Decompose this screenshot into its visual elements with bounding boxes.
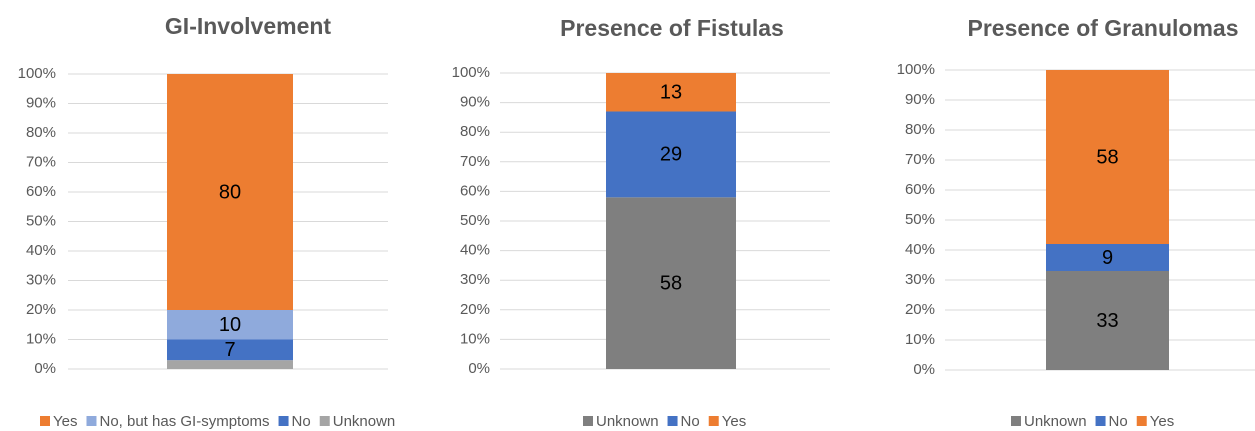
- data-label: 58: [1096, 146, 1118, 168]
- chart-title: Presence of Granulomas: [968, 15, 1239, 41]
- legend-label: No: [681, 413, 700, 430]
- y-tick-label: 40%: [460, 242, 490, 259]
- y-tick-label: 30%: [26, 271, 56, 288]
- y-tick-label: 60%: [905, 181, 935, 198]
- legend-label: Yes: [1150, 413, 1174, 430]
- y-tick-label: 0%: [34, 360, 56, 377]
- legend-swatch: [583, 416, 593, 426]
- bar-segment: [167, 339, 293, 361]
- data-label: 80: [219, 181, 241, 203]
- bar-segment: [167, 74, 293, 310]
- bar-segment: [1046, 70, 1169, 244]
- y-tick-label: 50%: [905, 211, 935, 228]
- chart-title: Presence of Fistulas: [560, 15, 784, 41]
- legend-swatch: [1136, 416, 1147, 426]
- data-label: 10: [219, 314, 241, 336]
- y-tick-label: 90%: [905, 91, 935, 108]
- y-tick-label: 70%: [905, 151, 935, 168]
- y-tick-label: 50%: [460, 212, 490, 229]
- legend-label: Unknown: [596, 413, 659, 430]
- y-tick-label: 90%: [460, 94, 490, 111]
- bar-segment: [167, 310, 293, 340]
- bar-segment: [1046, 244, 1169, 271]
- legend-label: Yes: [722, 413, 746, 430]
- legend-label: Unknown: [333, 413, 396, 430]
- y-tick-label: 0%: [468, 360, 490, 377]
- bar-segment: [606, 111, 736, 198]
- y-tick-label: 20%: [26, 301, 56, 318]
- y-tick-label: 100%: [18, 65, 56, 82]
- y-tick-label: 60%: [26, 183, 56, 200]
- y-tick-label: 40%: [26, 242, 56, 259]
- data-label: 33: [1096, 310, 1118, 332]
- y-tick-label: 40%: [905, 241, 935, 258]
- legend-swatch: [86, 416, 97, 426]
- y-tick-label: 100%: [897, 61, 935, 78]
- legend-label: Yes: [53, 413, 77, 430]
- y-tick-label: 10%: [460, 330, 490, 347]
- y-tick-label: 90%: [26, 94, 56, 111]
- legend-label: Unknown: [1024, 413, 1087, 430]
- chart-title: GI-Involvement: [165, 13, 331, 39]
- y-tick-label: 10%: [905, 331, 935, 348]
- legend-swatch: [319, 416, 330, 426]
- bar-segment: [606, 197, 736, 369]
- bar-segment: [606, 73, 736, 112]
- y-tick-label: 70%: [26, 153, 56, 170]
- legend-swatch: [667, 416, 678, 426]
- y-tick-label: 80%: [460, 123, 490, 140]
- data-label: 58: [660, 272, 682, 294]
- y-tick-label: 20%: [460, 301, 490, 318]
- y-tick-label: 20%: [905, 301, 935, 318]
- legend-swatch: [1011, 416, 1021, 426]
- data-label: 13: [660, 82, 682, 104]
- y-tick-label: 60%: [460, 182, 490, 199]
- bar-segment: [1046, 271, 1169, 370]
- legend-swatch: [1095, 416, 1106, 426]
- y-tick-label: 50%: [26, 212, 56, 229]
- y-tick-label: 30%: [905, 271, 935, 288]
- y-tick-label: 0%: [913, 361, 935, 378]
- y-tick-label: 80%: [26, 124, 56, 141]
- legend-label: No, but has GI-symptoms: [99, 413, 269, 430]
- legend-swatch: [278, 416, 289, 426]
- y-tick-label: 100%: [452, 64, 490, 81]
- data-label: 29: [660, 144, 682, 166]
- data-label: 7: [224, 339, 235, 361]
- bar-segment: [167, 360, 293, 369]
- legend-label: No: [1109, 413, 1128, 430]
- legend-swatch: [40, 416, 50, 426]
- legend-label: No: [292, 413, 311, 430]
- legend-swatch: [708, 416, 719, 426]
- data-label: 9: [1102, 247, 1113, 269]
- y-tick-label: 80%: [905, 121, 935, 138]
- y-tick-label: 70%: [460, 153, 490, 170]
- y-tick-label: 30%: [460, 271, 490, 288]
- y-tick-label: 10%: [26, 330, 56, 347]
